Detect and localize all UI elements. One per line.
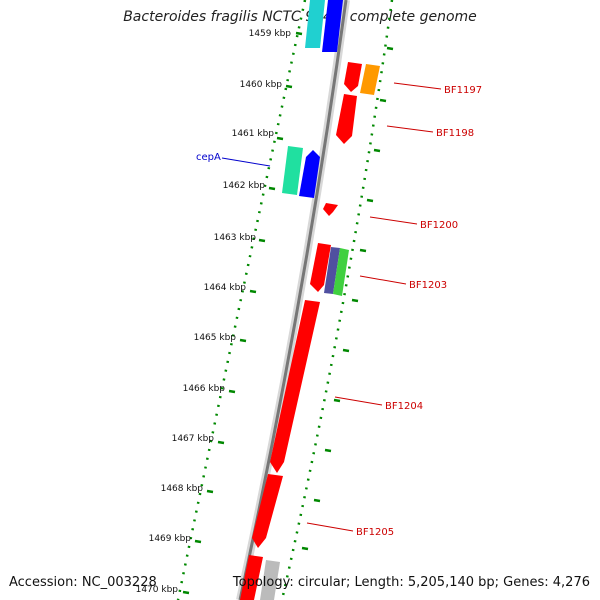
major-tick (359, 248, 367, 253)
accession-text: Accession: NC_003228 (9, 575, 157, 590)
gene-blue-top (322, 0, 343, 52)
kbp-labels: 1459 kbp 1460 kbp 1461 kbp 1462 kbp 1463 kbp… (136, 29, 292, 595)
major-tick (313, 498, 321, 503)
gene-green (333, 248, 349, 296)
minus-strand-genes (240, 62, 380, 600)
genome-backbone-shadow (236, 0, 350, 600)
kbp-label: 1466 kbp (183, 384, 226, 394)
gene-bf1200 (323, 203, 338, 216)
major-tick (285, 84, 293, 89)
kbp-label: 1464 kbp (204, 283, 247, 293)
kbp-label: 1470 kbp (136, 585, 179, 595)
kbp-label: 1460 kbp (240, 80, 283, 90)
plus-strand-genes (260, 0, 343, 600)
scale-ticks (182, 31, 394, 595)
topology-text: Topology: circular; Length: 5,205,140 bp… (232, 575, 590, 590)
gene-purple (324, 247, 340, 294)
gene-red-bottom (240, 555, 263, 600)
major-tick (249, 289, 257, 294)
gene-red-1203 (310, 243, 331, 292)
major-tick (342, 348, 350, 353)
major-tick (295, 31, 303, 36)
gene-cyan (305, 0, 325, 48)
major-tick (301, 546, 309, 551)
major-tick (206, 489, 214, 494)
gene-label-bf1200: BF1200 (420, 220, 458, 231)
gene-cepa-blue (299, 150, 320, 198)
gene-bf1198 (336, 94, 357, 144)
major-tick (276, 136, 284, 141)
gene-bf1204 (270, 300, 320, 473)
major-tick (217, 440, 225, 445)
gene-label-cepa: cepA (196, 152, 221, 163)
major-tick (379, 98, 387, 103)
gene-orange (360, 64, 380, 95)
major-tick (373, 148, 381, 153)
kbp-label: 1467 kbp (172, 434, 215, 444)
gene-gray-1 (260, 560, 280, 600)
major-tick (194, 539, 202, 544)
major-tick (386, 46, 394, 51)
gene-label-bf1203: BF1203 (409, 280, 447, 291)
major-tick (239, 338, 247, 343)
map-title: Bacteroides fragilis NCTC 9343, complete… (123, 9, 477, 25)
gene-label-bf1205: BF1205 (356, 527, 394, 538)
major-tick (366, 198, 374, 203)
kbp-label: 1459 kbp (249, 29, 292, 39)
gene-label-bf1197: BF1197 (444, 85, 482, 96)
major-tick (351, 298, 359, 303)
kbp-label: 1468 kbp (161, 484, 204, 494)
scale-track-left (176, 0, 307, 600)
gene-label-bf1204: BF1204 (385, 401, 423, 412)
major-tick (258, 238, 266, 243)
kbp-label: 1461 kbp (232, 129, 275, 139)
label-connectors (221, 82, 442, 532)
kbp-label: 1463 kbp (214, 233, 257, 243)
major-tick (182, 590, 190, 595)
kbp-label: 1462 kbp (223, 181, 266, 191)
major-tick (268, 186, 276, 191)
gene-bf1205 (252, 474, 283, 548)
major-tick (324, 448, 332, 453)
kbp-label: 1465 kbp (194, 333, 237, 343)
gene-bf1197 (344, 62, 362, 92)
gene-cepa-teal (282, 146, 303, 195)
kbp-label: 1469 kbp (149, 534, 192, 544)
gene-label-bf1198: BF1198 (436, 128, 474, 139)
major-tick (228, 389, 236, 394)
major-tick (333, 398, 341, 403)
